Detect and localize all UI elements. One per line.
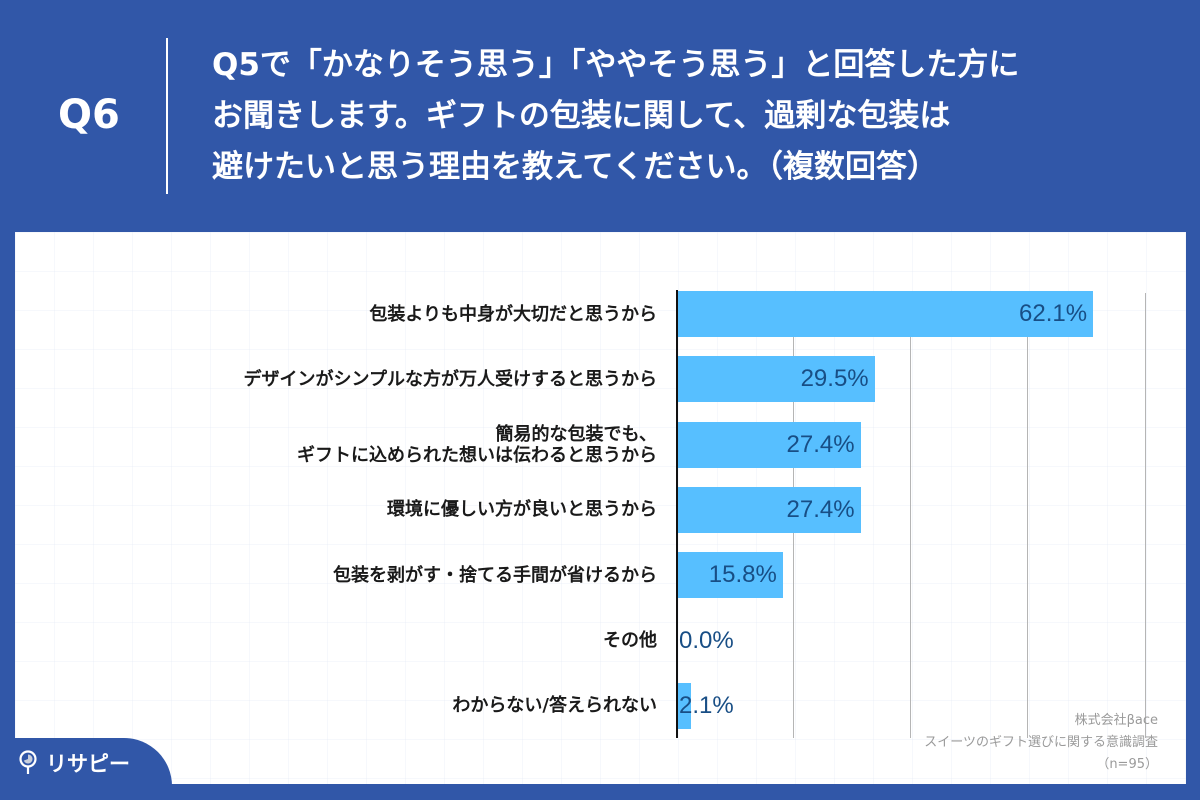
gridline bbox=[1027, 293, 1028, 738]
map-pin-pie-icon bbox=[18, 750, 38, 776]
bar bbox=[677, 291, 1094, 337]
source-survey: スイーツのギフト選びに関する意識調査 bbox=[924, 735, 1158, 750]
footer-band bbox=[0, 784, 1200, 800]
gridline bbox=[910, 293, 911, 738]
source-company: 株式会社βace bbox=[1074, 713, 1158, 728]
y-axis bbox=[676, 290, 678, 738]
value-label: 27.4% bbox=[786, 430, 855, 458]
value-label: 15.8% bbox=[708, 561, 777, 589]
source-sample: （n=95） bbox=[1096, 757, 1158, 772]
chart-row: 環境に優しい方が良いと思うから 27.4% bbox=[0, 486, 1200, 533]
brand-name: リサピー bbox=[46, 752, 130, 776]
question-text: Q5で「かなりそう思う」「ややそう思う」と回答した方に お聞きします。ギフトの包… bbox=[212, 47, 1020, 185]
category-label: 環境に優しい方が良いと思うから bbox=[387, 499, 657, 521]
gridline bbox=[1145, 293, 1146, 738]
bar bbox=[677, 486, 861, 533]
category-label: その他 bbox=[603, 630, 657, 651]
bar bbox=[677, 421, 861, 468]
source-note: 株式会社βace スイーツのギフト選びに関する意識調査 （n=95） bbox=[924, 710, 1158, 776]
brand-logo: リサピー bbox=[18, 748, 130, 778]
category-label: 包装よりも中身が大切だと思うから bbox=[369, 303, 657, 325]
chart-row: 簡易的な包装でも、 ギフトに込められた想いは伝わると思うから 27.4% bbox=[0, 421, 1200, 468]
value-label: 29.5% bbox=[800, 365, 869, 393]
value-label: 0.0% bbox=[679, 626, 734, 654]
chart-row: 包装を剥がす・捨てる手間が省けるから 15.8% bbox=[0, 552, 1200, 599]
value-label: 2.1% bbox=[679, 691, 734, 719]
chart-row: わからない/答えられない 2.1% bbox=[0, 682, 1200, 729]
chart-row: 包装よりも中身が大切だと思うから 62.1% bbox=[0, 291, 1200, 337]
bar bbox=[677, 552, 783, 599]
question-number: Q6 bbox=[58, 92, 120, 138]
bar bbox=[677, 356, 875, 403]
value-label: 62.1% bbox=[1019, 300, 1088, 327]
category-label: 簡易的な包装でも、 ギフトに込められた想いは伝わると思うから bbox=[297, 423, 657, 466]
bar bbox=[677, 682, 692, 729]
chart-row: デザインがシンプルな方が万人受けすると思うから 29.5% bbox=[0, 356, 1200, 403]
category-label: デザインがシンプルな方が万人受けすると思うから bbox=[243, 368, 657, 390]
header: Q6 Q5で「かなりそう思う」「ややそう思う」と回答した方に お聞きします。ギフ… bbox=[0, 0, 1200, 232]
category-label: わからない/答えられない bbox=[452, 695, 657, 717]
category-label: 包装を剥がす・捨てる手間が省けるから bbox=[333, 564, 657, 586]
header-divider bbox=[166, 38, 168, 194]
chart-row: その他 0.0% bbox=[0, 618, 1200, 664]
value-label: 27.4% bbox=[786, 495, 855, 523]
